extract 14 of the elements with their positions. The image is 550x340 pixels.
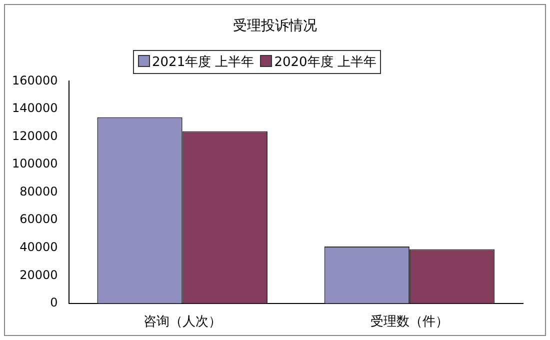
y-tick-label: 100000	[12, 156, 58, 171]
legend-label: 2020年度 上半年	[273, 54, 376, 71]
legend-label: 2021年度 上半年	[151, 54, 254, 71]
y-tick-label: 40000	[20, 240, 58, 254]
y-tick-label: 120000	[12, 128, 58, 143]
y-tick-label: 20000	[20, 268, 58, 282]
chart-title: 受理投诉情况	[232, 17, 318, 35]
x-tick-label: 咨询（人次）	[143, 314, 222, 330]
y-tick-label: 0	[50, 296, 58, 310]
y-tick-label: 140000	[12, 101, 58, 116]
x-tick-label: 受理数（件）	[370, 314, 448, 330]
y-tick-label: 80000	[20, 184, 58, 198]
y-tick-label: 60000	[20, 212, 58, 226]
y-tick-label: 160000	[12, 73, 58, 88]
